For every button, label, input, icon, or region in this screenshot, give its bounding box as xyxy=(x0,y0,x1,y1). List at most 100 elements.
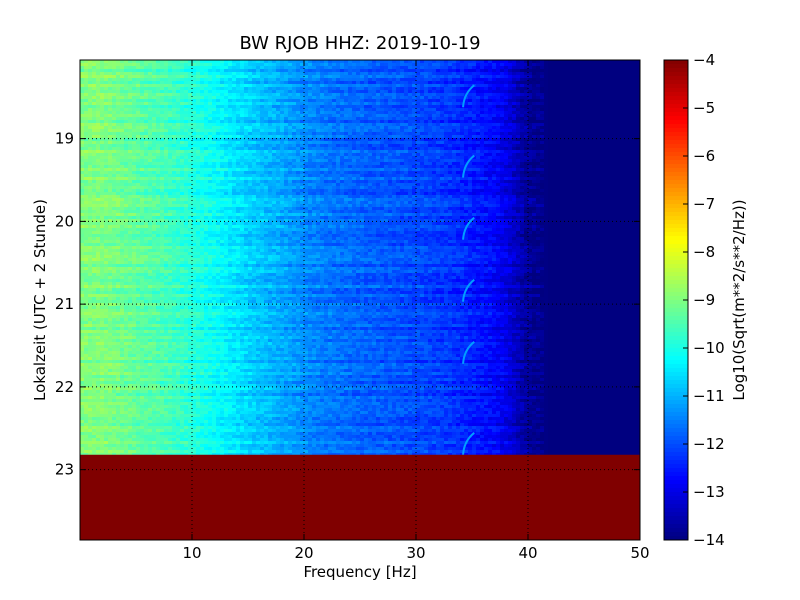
spectrogram-cell xyxy=(480,87,485,91)
spectrogram-cell xyxy=(540,66,545,70)
spectrogram-cell xyxy=(540,72,545,76)
spectrogram-cell xyxy=(576,63,581,67)
spectrogram-cell xyxy=(488,138,493,142)
spectrogram-cell xyxy=(488,156,493,160)
spectrogram-cell xyxy=(116,132,121,136)
spectrogram-cell xyxy=(568,132,573,136)
spectrogram-cell xyxy=(180,96,185,100)
spectrogram-cell xyxy=(168,96,173,100)
spectrogram-cell xyxy=(124,123,129,127)
spectrogram-cell xyxy=(200,114,205,118)
spectrogram-cell xyxy=(552,90,557,94)
spectrogram-cell xyxy=(340,84,345,88)
spectrogram-cell xyxy=(136,60,141,64)
spectrogram-cell xyxy=(520,150,525,154)
spectrogram-cell xyxy=(388,105,393,109)
spectrogram-cell xyxy=(348,138,353,142)
spectrogram-cell xyxy=(412,165,417,169)
spectrogram-cell xyxy=(540,147,545,151)
spectrogram-cell xyxy=(404,117,409,121)
spectrogram-cell xyxy=(96,96,101,100)
spectrogram-cell xyxy=(164,114,169,118)
spectrogram-cell xyxy=(368,138,373,142)
spectrogram-cell xyxy=(544,156,549,160)
spectrogram-cell xyxy=(92,120,97,124)
spectrogram-cell xyxy=(372,87,377,91)
spectrogram-cell xyxy=(284,156,289,160)
spectrogram-cell xyxy=(428,60,433,64)
spectrogram-cell xyxy=(80,69,85,73)
spectrogram-cell xyxy=(520,111,525,115)
spectrogram-cell xyxy=(564,114,569,118)
spectrogram-cell xyxy=(608,72,613,76)
spectrogram-cell xyxy=(168,132,173,136)
spectrogram-cell xyxy=(288,123,293,127)
spectrogram-cell xyxy=(160,156,165,160)
spectrogram-cell xyxy=(128,141,133,145)
spectrogram-cell xyxy=(460,150,465,154)
spectrogram-cell xyxy=(280,102,285,106)
spectrogram-cell xyxy=(260,96,265,100)
spectrogram-cell xyxy=(352,126,357,130)
spectrogram-cell xyxy=(488,150,493,154)
spectrogram-cell xyxy=(252,108,257,112)
spectrogram-cell xyxy=(516,144,521,148)
spectrogram-cell xyxy=(416,150,421,154)
spectrogram-cell xyxy=(624,60,629,64)
spectrogram-cell xyxy=(380,75,385,79)
spectrogram-cell xyxy=(256,114,261,118)
spectrogram-cell xyxy=(624,120,629,124)
spectrogram-cell xyxy=(356,159,361,163)
spectrogram-cell xyxy=(100,147,105,151)
spectrogram-cell xyxy=(380,90,385,94)
spectrogram-cell xyxy=(204,144,209,148)
spectrogram-cell xyxy=(336,123,341,127)
spectrogram-cell xyxy=(164,144,169,148)
spectrogram-cell xyxy=(328,90,333,94)
spectrogram-cell xyxy=(168,99,173,103)
spectrogram-cell xyxy=(496,123,501,127)
spectrogram-cell xyxy=(508,153,513,157)
spectrogram-cell xyxy=(496,135,501,139)
spectrogram-cell xyxy=(248,69,253,73)
spectrogram-cell xyxy=(604,132,609,136)
spectrogram-cell xyxy=(180,105,185,109)
spectrogram-cell xyxy=(608,93,613,97)
spectrogram-cell xyxy=(424,135,429,139)
spectrogram-cell xyxy=(320,132,325,136)
spectrogram-cell xyxy=(516,114,521,118)
spectrogram-cell xyxy=(228,144,233,148)
spectrogram-cell xyxy=(620,114,625,118)
spectrogram-cell xyxy=(160,81,165,85)
spectrogram-cell xyxy=(272,99,277,103)
spectrogram-cell xyxy=(632,63,637,67)
spectrogram-cell xyxy=(440,138,445,142)
spectrogram-cell xyxy=(576,120,581,124)
spectrogram-cell xyxy=(268,84,273,88)
spectrogram-cell xyxy=(616,87,621,91)
spectrogram-cell xyxy=(176,105,181,109)
spectrogram-cell xyxy=(572,120,577,124)
spectrogram-cell xyxy=(176,93,181,97)
spectrogram-cell xyxy=(312,144,317,148)
spectrogram-cell xyxy=(456,81,461,85)
spectrogram-cell xyxy=(284,138,289,142)
spectrogram-cell xyxy=(508,111,513,115)
spectrogram-cell xyxy=(220,75,225,79)
spectrogram-cell xyxy=(492,75,497,79)
spectrogram-cell xyxy=(588,96,593,100)
spectrogram-cell xyxy=(276,96,281,100)
spectrogram-cell xyxy=(400,159,405,163)
spectrogram-cell xyxy=(472,150,477,154)
spectrogram-cell xyxy=(436,147,441,151)
spectrogram-cell xyxy=(444,129,449,133)
spectrogram-cell xyxy=(228,75,233,79)
spectrogram-cell xyxy=(624,96,629,100)
spectrogram-cell xyxy=(496,126,501,130)
spectrogram-cell xyxy=(244,144,249,148)
spectrogram-cell xyxy=(588,87,593,91)
spectrogram-cell xyxy=(132,135,137,139)
spectrogram-cell xyxy=(512,138,517,142)
spectrogram-cell xyxy=(224,141,229,145)
spectrogram-cell xyxy=(336,69,341,73)
